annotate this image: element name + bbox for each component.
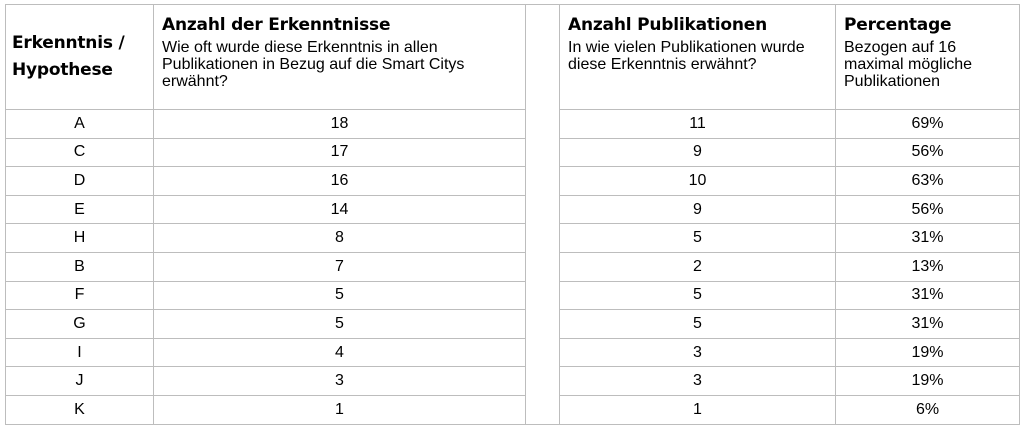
cell-percentage: 19% [835,337,1020,368]
column-gap [525,366,560,396]
cell-hypothesis-id: A [5,109,154,139]
cell-hypothesis-id: F [5,280,154,311]
column-gap [525,395,560,425]
cell-findings-count: 1 [153,394,526,425]
results-table: Erkenntnis / Hypothese Anzahl der Erkenn… [5,4,1020,425]
header-findings: Anzahl der Erkenntnisse Wie oft wurde di… [153,4,526,110]
table-row: D 16 10 63% [5,166,1020,196]
cell-findings-count: 7 [153,251,526,282]
table-row: C 17 9 56% [5,137,1020,168]
column-gap [525,4,560,110]
header-publications-subtitle: In wie vielen Publikationen wurde diese … [568,39,805,73]
cell-publications-count: 5 [559,309,836,339]
cell-hypothesis-id: E [5,194,154,225]
cell-hypothesis-id: B [5,251,154,282]
table-row: F 5 5 31% [5,280,1020,311]
cell-percentage: 19% [835,366,1020,396]
cell-hypothesis-id: I [5,337,154,368]
header-findings-title: Anzahl der Erkenntnisse [162,15,391,35]
cell-hypothesis-id: H [5,223,154,253]
column-gap [525,338,560,367]
cell-publications-count: 9 [559,194,836,225]
header-percentage-title: Percentage [844,15,952,35]
cell-percentage: 69% [835,109,1020,139]
header-hypothesis-title: Erkenntnis / Hypothese [12,33,125,80]
cell-percentage: 56% [835,137,1020,168]
header-publications-title: Anzahl Publikationen [568,15,768,35]
cell-publications-count: 11 [559,109,836,139]
cell-findings-count: 5 [153,309,526,339]
column-gap [525,166,560,196]
column-gap [525,252,560,282]
cell-hypothesis-id: G [5,309,154,339]
cell-findings-count: 4 [153,337,526,368]
table-row: K 1 1 6% [5,394,1020,425]
table-body: A 18 11 69% C 17 9 56% D 16 10 63% E 14 9 56% H 8 5 31% B 7 2 1… [5,109,1020,425]
header-publications: Anzahl Publikationen In wie vielen Publi… [559,4,836,110]
cell-findings-count: 8 [153,223,526,253]
cell-findings-count: 14 [153,194,526,225]
cell-percentage: 63% [835,166,1020,196]
cell-findings-count: 16 [153,166,526,196]
table-row: G 5 5 31% [5,309,1020,339]
cell-hypothesis-id: K [5,394,154,425]
cell-publications-count: 5 [559,223,836,253]
cell-publications-count: 3 [559,337,836,368]
table-row: J 3 3 19% [5,366,1020,396]
header-percentage-subtitle: Bezogen auf 16 maximal mögliche Publikat… [844,39,973,90]
table-row: E 14 9 56% [5,194,1020,225]
table-row: B 7 2 13% [5,251,1020,282]
header-row: Erkenntnis / Hypothese Anzahl der Erkenn… [5,4,1020,110]
header-findings-subtitle: Wie oft wurde diese Erkenntnis in allen … [162,39,465,90]
column-gap [525,138,560,167]
column-gap [525,309,560,339]
column-gap [525,281,560,310]
table-row: H 8 5 31% [5,223,1020,253]
cell-findings-count: 18 [153,109,526,139]
cell-percentage: 31% [835,309,1020,339]
cell-publications-count: 5 [559,280,836,311]
cell-publications-count: 3 [559,366,836,396]
cell-hypothesis-id: D [5,166,154,196]
table-row: I 4 3 19% [5,337,1020,368]
table-row: A 18 11 69% [5,109,1020,139]
cell-publications-count: 10 [559,166,836,196]
column-gap [525,109,560,139]
cell-findings-count: 17 [153,137,526,168]
cell-publications-count: 1 [559,394,836,425]
cell-hypothesis-id: C [5,137,154,168]
cell-publications-count: 9 [559,137,836,168]
cell-publications-count: 2 [559,251,836,282]
column-gap [525,223,560,253]
cell-findings-count: 5 [153,280,526,311]
cell-percentage: 31% [835,280,1020,311]
cell-percentage: 13% [835,251,1020,282]
column-gap [525,195,560,224]
header-hypothesis: Erkenntnis / Hypothese [5,4,154,110]
cell-findings-count: 3 [153,366,526,396]
cell-hypothesis-id: J [5,366,154,396]
header-percentage: Percentage Bezogen auf 16 maximal möglic… [835,4,1020,110]
cell-percentage: 6% [835,394,1020,425]
cell-percentage: 56% [835,194,1020,225]
cell-percentage: 31% [835,223,1020,253]
